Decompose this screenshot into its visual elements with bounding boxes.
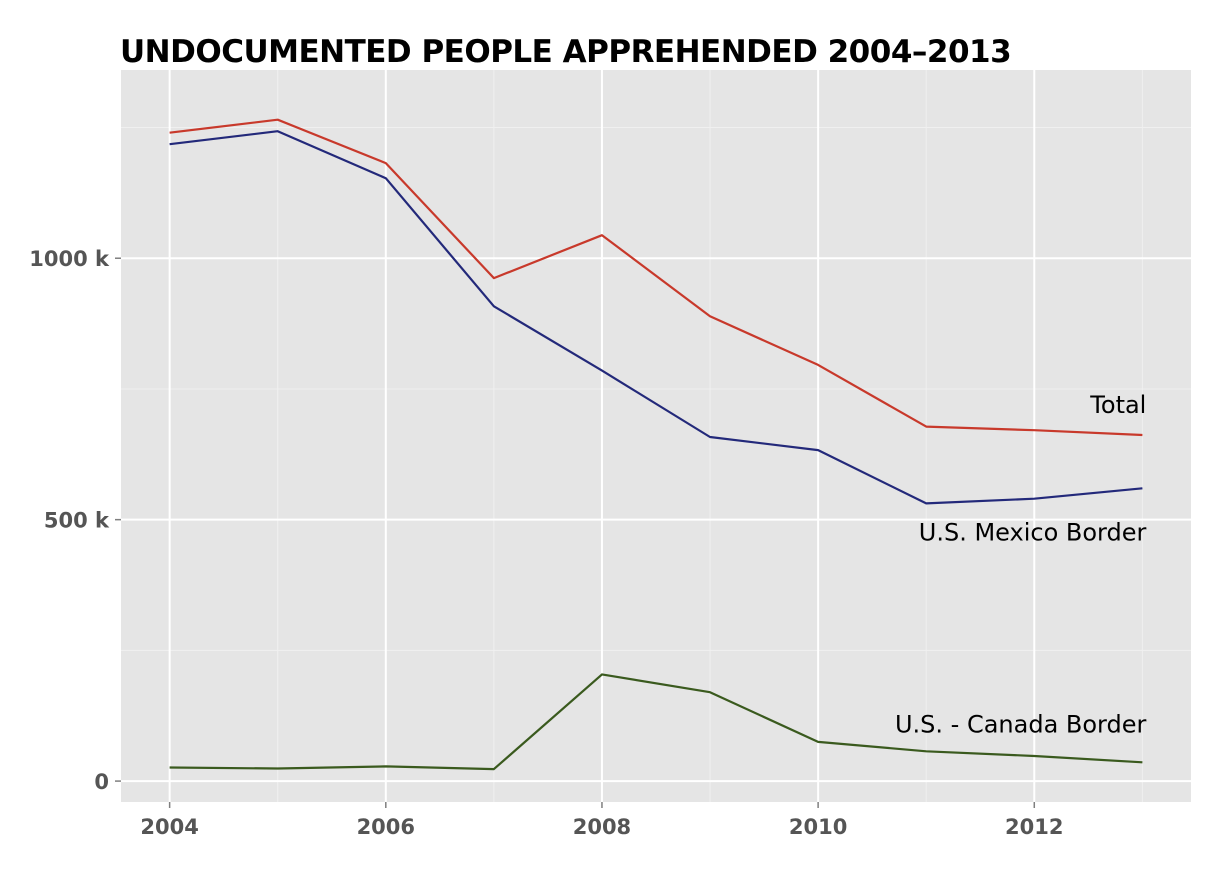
y-tick-label: 0 (94, 770, 109, 794)
x-tick-label: 2010 (789, 815, 847, 839)
y-tick-label: 1000 k (29, 247, 110, 271)
major-gridlines (121, 70, 1191, 802)
x-tick-label: 2004 (140, 815, 198, 839)
x-tick-label: 2012 (1005, 815, 1063, 839)
minor-gridlines (121, 70, 1191, 802)
plot-panel (121, 70, 1191, 802)
x-tick-label: 2008 (573, 815, 631, 839)
series-label-2: U.S. - Canada Border (895, 710, 1147, 738)
chart-title: UNDOCUMENTED PEOPLE APPREHENDED 2004–201… (120, 34, 1011, 70)
axes: 2004 2006 2008 2010 2012 0 500 k 1000 k (29, 247, 1063, 839)
series-label-0: Total (1089, 391, 1146, 419)
y-tick-label: 500 k (44, 509, 110, 533)
series-line-0 (169, 118, 1143, 437)
x-tick-label: 2006 (357, 815, 415, 839)
series-line-2 (169, 673, 1143, 771)
series-label-1: U.S. Mexico Border (919, 518, 1147, 546)
series-line-1 (169, 130, 1143, 505)
series-labels: Total U.S. Mexico Border U.S. - Canada Bor… (895, 391, 1147, 738)
series-lines (169, 118, 1143, 771)
